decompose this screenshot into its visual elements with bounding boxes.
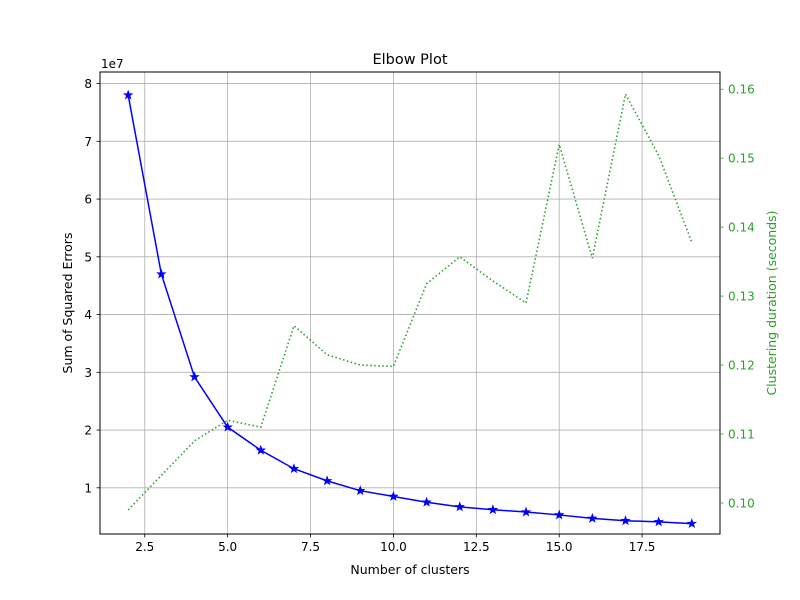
y-tick-label: 6 [84, 193, 92, 207]
y-tick-label: 4 [84, 308, 92, 322]
y-tick-label: 2 [84, 424, 92, 438]
x-tick-label: 12.5 [463, 540, 490, 554]
duration-series-line [127, 91, 693, 511]
y-tick-label: 7 [84, 135, 92, 149]
x-axis-label: Number of clusters [350, 562, 469, 577]
x-tick-label: 5.0 [218, 540, 237, 554]
sse-point-marker [620, 515, 631, 526]
sse-series-line [127, 94, 692, 525]
x-tick-label: 10.0 [380, 540, 407, 554]
sse-point-marker [255, 444, 267, 455]
y-tick-label: 3 [84, 366, 92, 380]
y-axis-right: 0.10 0.11 0.12 0.13 0.14 0.15 0.16 [720, 83, 755, 510]
sse-point-marker [388, 490, 399, 501]
y2-tick-label: 0.11 [728, 428, 755, 442]
y2-tick-label: 0.10 [728, 496, 755, 510]
y-axis-label: Sum of Squared Errors [60, 233, 75, 374]
sse-point-marker [288, 463, 300, 474]
x-tick-label: 7.5 [301, 540, 320, 554]
sse-point-marker [321, 475, 333, 486]
sse-point-marker [553, 509, 565, 520]
x-tick-label: 15.0 [546, 540, 573, 554]
y2-tick-label: 0.15 [728, 152, 755, 166]
y-tick-label: 5 [84, 250, 92, 264]
sse-point-marker [686, 518, 698, 529]
sse-point-marker [454, 501, 465, 512]
sse-point-marker [189, 371, 200, 382]
sse-point-marker [487, 504, 499, 515]
plot-frame [99, 71, 721, 535]
y-tick-label: 1 [84, 481, 92, 495]
y2-tick-label: 0.12 [728, 359, 755, 373]
chart-title: Elbow Plot [372, 52, 447, 68]
sse-point-marker [222, 421, 233, 432]
series-layer [122, 89, 698, 529]
grid [100, 72, 720, 534]
x-tick-label: 17.5 [629, 540, 656, 554]
y2-tick-label: 0.16 [728, 83, 755, 97]
y2-tick-label: 0.13 [728, 290, 755, 304]
sse-point-marker [355, 485, 366, 496]
x-axis: 2.5 5.0 7.5 10.0 12.5 15.0 17.5 [135, 534, 655, 554]
y-axis-offset-label: 1e7 [101, 57, 124, 71]
sse-point-marker [122, 89, 134, 100]
y2-tick-label: 0.14 [728, 221, 755, 235]
sse-point-marker [156, 268, 167, 279]
y-axis-left: 1 2 3 4 5 6 7 8 [84, 77, 100, 495]
sse-point-marker [520, 506, 532, 517]
x-tick-label: 2.5 [135, 540, 154, 554]
sse-point-marker [421, 496, 432, 507]
sse-point-marker [653, 516, 664, 527]
y2-axis-label: Clustering duration (seconds) [764, 210, 779, 395]
sse-point-marker [587, 512, 598, 523]
y-tick-label: 8 [84, 77, 92, 91]
